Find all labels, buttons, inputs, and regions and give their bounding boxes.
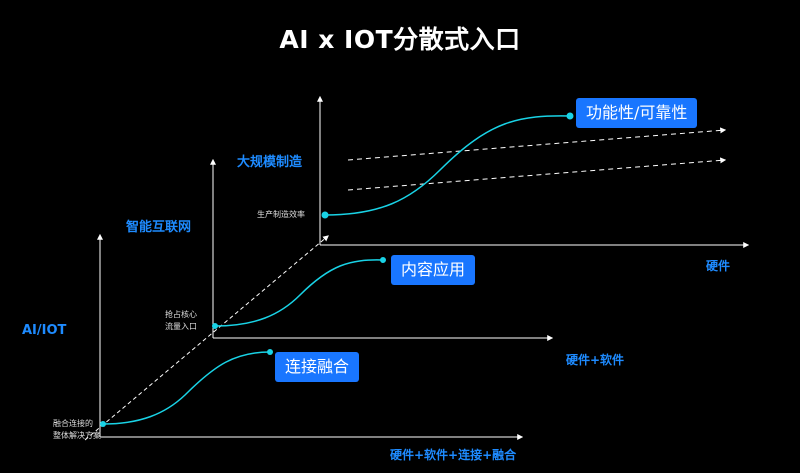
guide-line-upper [347,127,727,161]
curve-end-dot-stage-2 [380,257,386,263]
stage-1-name: AI/IOT [22,323,67,338]
stage-2-x-axis-label: 硬件+软件 [566,353,625,367]
growth-curve-stage-3 [324,115,571,216]
guide-line-lower [347,157,727,191]
stage-3-name: 大规模制造 [237,155,303,170]
stage-3-entry-line-1: 生产制造效率 [257,210,305,219]
stage-2-entry-label: 抢占核心 流量入口 [165,309,197,333]
stage-2-name: 智能互联网 [126,220,192,235]
stage-3-entry-label: 生产制造效率 [257,209,305,221]
growth-curve-stage-1 [102,351,271,425]
curve-end-dot-stage-1 [267,349,273,355]
stage-1-x-axis-label: 硬件+软件+连接+融合 [390,448,517,462]
page-title: AI x IOT分散式入口 [279,25,521,54]
stage-1-entry-line-2: 整体解决方案 [53,431,101,440]
curve-end-dot-stage-3 [566,112,574,120]
stage-1-entry-label: 融合连接的 整体解决方案 [53,418,101,442]
depth-connector [84,235,329,441]
stage-1-entry-line-1: 融合连接的 [53,419,93,428]
stage-1-pill: 连接融合 [275,352,360,382]
curve-start-dot-stage-3 [321,211,329,219]
stage-3-x-axis-label: 硬件 [706,259,731,273]
growth-curve-stage-2 [214,259,384,327]
stage-2-entry-line-2: 流量入口 [165,322,197,331]
stage-3-pill: 功能性/可靠性 [576,98,698,128]
stage-2-pill: 内容应用 [391,255,476,285]
curve-start-dot-stage-2 [212,323,218,329]
curve-start-dot-stage-1 [100,421,106,427]
stage-2-entry-line-1: 抢占核心 [165,310,197,319]
